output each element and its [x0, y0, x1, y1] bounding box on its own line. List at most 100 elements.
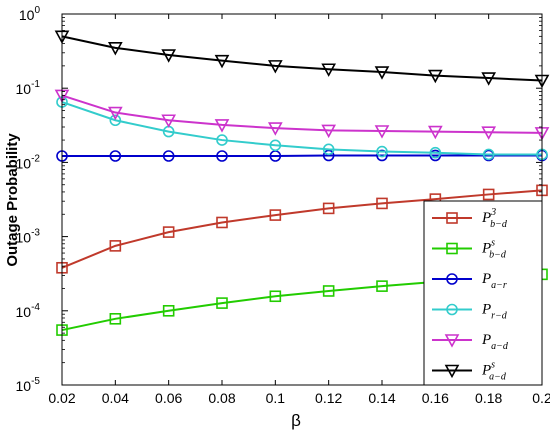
x-tick-label: 0.06: [155, 390, 182, 406]
y-tick-exponent: -5: [31, 376, 40, 387]
y-tick-exponent: -4: [31, 302, 40, 313]
legend-label: Pa−d: [481, 332, 509, 352]
series-3-point: [216, 134, 228, 146]
legend-label-main: P: [481, 332, 491, 348]
series-0-point: [269, 209, 282, 221]
x-axis-title: β: [291, 411, 301, 430]
legend-label-sub: a−d: [489, 372, 507, 383]
y-tick-label: 10-4: [16, 302, 41, 320]
series-3-point: [322, 143, 335, 156]
series-0-point: [109, 240, 122, 252]
legend-entry-0: P3 b−d: [432, 207, 508, 230]
legend-entry-2: Pa−r: [432, 271, 507, 291]
series-2-point: [322, 149, 335, 162]
legend-swatch-marker: [444, 334, 460, 348]
y-tick-label: 10-5: [16, 376, 41, 394]
series-4-point: [374, 125, 390, 139]
series-5-point: [107, 42, 123, 56]
x-tick-label: 0.16: [422, 390, 449, 406]
legend-label: P3 b−d: [481, 207, 508, 230]
series-2-point: [162, 150, 175, 162]
y-tick-base: 10: [16, 378, 32, 394]
series-4-point: [427, 125, 443, 140]
y-tick-exponent: 0: [34, 5, 40, 16]
x-tick-label: 0.04: [102, 390, 129, 406]
x-tick-label: 0.12: [315, 390, 342, 406]
series-1-point: [269, 290, 282, 303]
y-tick-label: 10-3: [16, 228, 41, 246]
series-1-point: [376, 280, 388, 292]
y-tick-base: 10: [19, 7, 35, 23]
series-3-line: [61, 101, 542, 156]
legend-label-main: P: [481, 363, 491, 379]
series-0-point: [162, 226, 175, 238]
y-tick-label: 10-2: [16, 153, 41, 171]
series-5-point: [427, 69, 443, 84]
legend-label-sub: b−d: [490, 219, 508, 230]
legend-entry-5: Ps a−d: [432, 360, 507, 383]
legend-label: Pr−d: [481, 302, 508, 322]
legend-label: Ps a−d: [481, 360, 507, 383]
x-tick-label: 0.14: [368, 390, 395, 406]
series-4-line: [61, 94, 543, 134]
x-tick-label: 0.1: [266, 390, 286, 406]
series-3-point: [269, 139, 282, 152]
y-tick-base: 10: [16, 304, 32, 320]
series-1-point: [322, 285, 335, 297]
legend-label-sup: s: [491, 360, 495, 371]
series-4-point: [214, 119, 230, 133]
legend-label-main: P: [481, 271, 491, 287]
series-0-point: [482, 188, 495, 201]
legend-box: [423, 200, 543, 386]
y-tick-exponent: -3: [31, 228, 40, 239]
series-0-point: [322, 202, 335, 215]
series-1-point: [109, 313, 122, 325]
series-3-point: [109, 114, 122, 127]
y-tick-base: 10: [16, 155, 32, 171]
legend-entry-3: Pr−d: [432, 302, 508, 322]
series-3-point: [429, 146, 442, 159]
legend-swatch-marker: [444, 364, 460, 379]
legend-label: Pa−r: [481, 271, 507, 291]
legend-swatch-marker: [446, 242, 458, 255]
legend-swatch-marker: [446, 212, 458, 224]
series-5-point: [321, 63, 337, 77]
legend-entry-1: Ps b−d: [432, 238, 507, 261]
series-0-point: [376, 197, 388, 210]
legend: P3 b−dPs b−dPa−rPr−dPa−dPs a−d: [423, 200, 543, 386]
legend-label: Ps b−d: [481, 238, 507, 261]
y-tick-label: 100: [19, 5, 41, 23]
series-0-point: [216, 216, 228, 229]
legend-label-main: P: [481, 241, 491, 257]
series-1-point: [216, 297, 228, 309]
y-tick-exponent: -1: [31, 79, 40, 90]
series-4-point: [321, 124, 337, 139]
y-tick-label: 10-1: [16, 79, 41, 97]
series-4-point: [481, 126, 497, 140]
series-2-point: [376, 149, 388, 162]
series-3-point: [376, 145, 388, 158]
series-3-point: [482, 148, 495, 161]
legend-label-sup: s: [491, 238, 495, 249]
series-5-point: [481, 72, 497, 86]
y-tick-base: 10: [16, 81, 32, 97]
series-5-point: [267, 60, 283, 74]
series-4-point: [161, 114, 177, 128]
plot-frame: [61, 13, 543, 386]
series-5-point: [374, 66, 390, 80]
series-4-point: [267, 122, 283, 136]
legend-label-sub: a−r: [491, 280, 507, 291]
legend-label-sub: b−d: [489, 250, 507, 261]
series-5-point: [214, 54, 230, 69]
legend-swatch-marker: [446, 303, 458, 316]
legend-label-sub: a−d: [491, 341, 509, 352]
y-axis-title: Outage Probability: [4, 133, 21, 267]
legend-label-main: P: [481, 302, 491, 318]
series-2-point: [109, 150, 122, 162]
legend-label-main: P: [481, 210, 491, 226]
series-2-line: [62, 154, 542, 157]
legend-entry-4: Pa−d: [432, 332, 509, 352]
x-tick-label: 0.02: [48, 390, 75, 406]
legend-label-sub: r−d: [491, 311, 508, 322]
